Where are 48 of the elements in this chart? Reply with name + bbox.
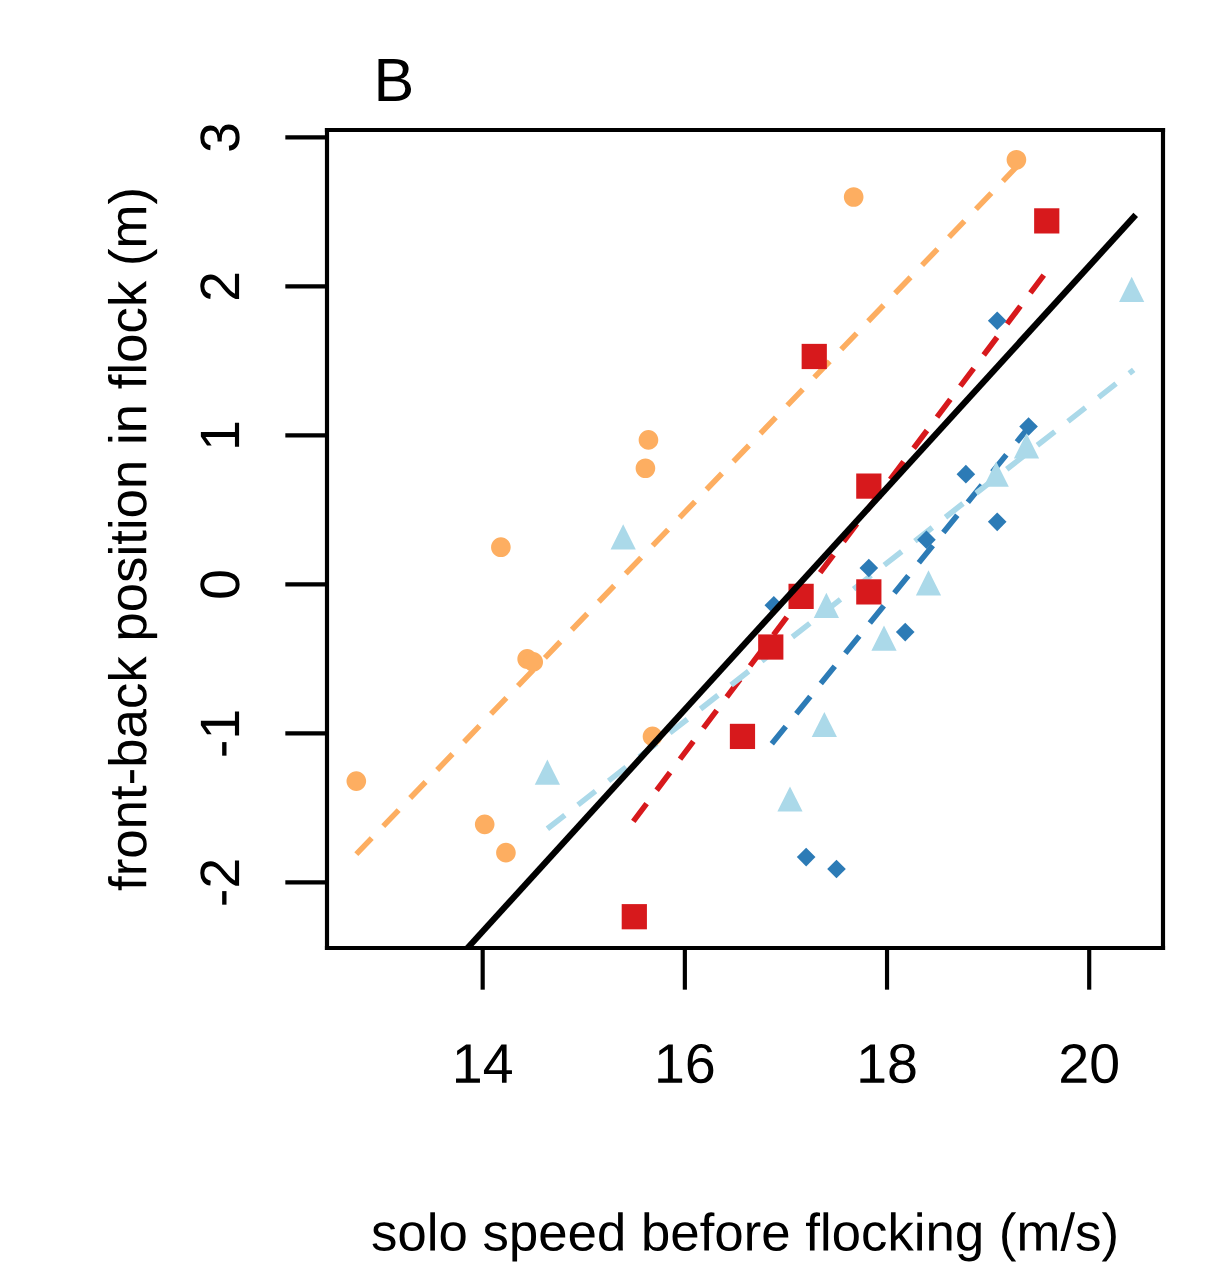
point (1034, 208, 1060, 234)
point (983, 461, 1009, 487)
point (801, 343, 827, 370)
point (729, 723, 756, 750)
point (534, 759, 560, 785)
point (491, 537, 511, 558)
point (496, 842, 516, 863)
y-tick-label: 2 (200, 273, 240, 300)
point (811, 711, 837, 738)
y-tick-label: 1 (200, 422, 240, 447)
point (856, 579, 882, 605)
point (346, 771, 367, 791)
point (856, 473, 882, 499)
x-tick-label: 20 (1061, 1043, 1118, 1084)
point (813, 592, 839, 618)
point (638, 430, 659, 450)
point (1119, 276, 1145, 303)
point (827, 859, 846, 879)
point (987, 512, 1007, 532)
point (1013, 433, 1040, 459)
point (895, 622, 915, 642)
y-tick-label: 0 (200, 571, 240, 598)
point (1019, 417, 1038, 436)
x-tick-label: 16 (658, 1043, 714, 1084)
point (621, 904, 647, 930)
y-tick-label: -1 (200, 711, 240, 756)
point (1006, 149, 1027, 170)
x-tick-label: 18 (860, 1043, 916, 1084)
point (777, 786, 803, 812)
point (871, 625, 897, 651)
point (843, 187, 864, 207)
point (987, 311, 1007, 331)
point (915, 570, 942, 596)
y-tick-label: -2 (200, 860, 240, 905)
point (474, 814, 495, 835)
point (635, 458, 656, 479)
point (917, 530, 936, 550)
y-axis-title: front-back position in flock (m) (107, 190, 158, 891)
y-tick-label: 3 (200, 124, 240, 151)
chart-title: B (378, 58, 412, 101)
point (523, 652, 544, 672)
x-axis-title: solo speed before flocking (m/s) (372, 1212, 1116, 1262)
point (610, 524, 636, 550)
point (859, 558, 879, 578)
point (956, 464, 976, 484)
point (758, 634, 784, 660)
x-tick-label: 14 (456, 1044, 512, 1083)
point (796, 847, 816, 867)
